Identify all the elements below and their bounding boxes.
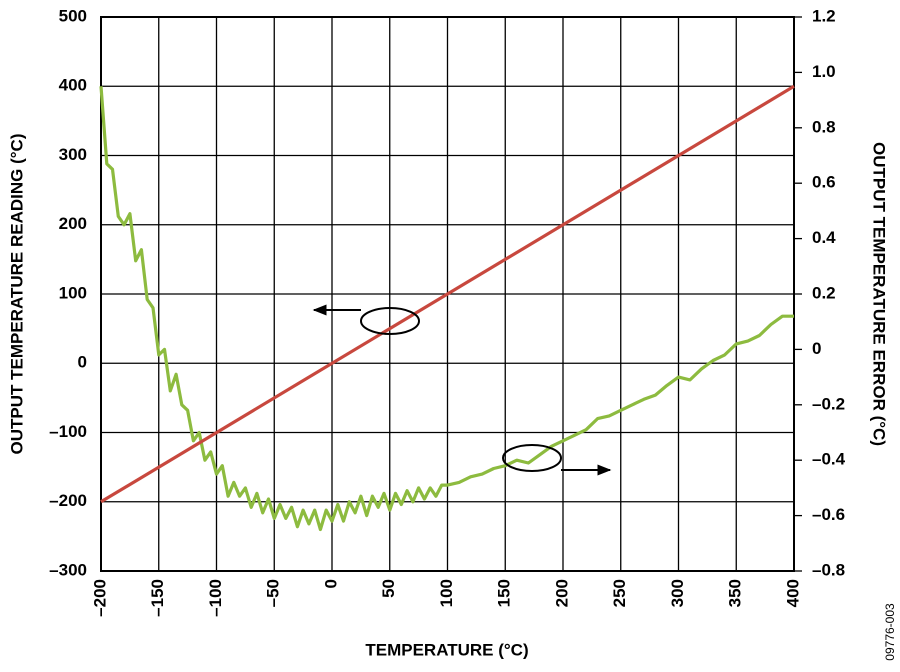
y-tick-label: 0 [78,353,87,372]
series-line [99,86,794,532]
x-tick-label: 0 [321,579,340,588]
y-tick-label: 100 [59,283,87,302]
x-tick-label: –100 [206,579,225,617]
x-tick-label: –200 [90,579,109,617]
callout-ellipse [360,307,420,335]
callouts [312,304,612,476]
x-tick-label: –50 [264,579,283,607]
y-tick-label: –300 [49,560,87,579]
y2-tick-label: 0.2 [812,283,836,302]
y-tick-label: 400 [59,76,87,95]
y-tick-label: 300 [59,145,87,164]
x-tick-label: –150 [148,579,167,617]
callout-ellipse [502,444,562,472]
x-tick-label: 350 [726,579,745,607]
plot-area: –200 –150 –100 –50 0 50 100 150 200 250 300 350 400–… [49,6,845,616]
y2-tick-label: 0.8 [812,117,836,136]
x-tick-label: 100 [437,579,456,607]
x-tick-label: 300 [668,579,687,607]
x-tick-label: 200 [552,579,571,607]
y2-tick-label: 0 [812,339,821,358]
plot-frame [100,16,795,572]
y2-tick-label: 1.0 [812,62,836,81]
figure-code: 09776-003 [883,603,897,661]
y2-axis-label: OUTPUT TEMPERATURE ERROR (°C) [870,142,889,446]
y-tick-label: 500 [59,6,87,25]
x-tick-label: 50 [379,579,398,598]
y-tick-label: –200 [49,491,87,510]
x-axis-label: TEMPERATURE (°C) [365,640,528,659]
y-tick-label: 200 [59,214,87,233]
y-tick-label: –100 [49,422,87,441]
x-tick-label: 250 [610,579,629,607]
y2-tick-label: –0.2 [812,394,845,413]
y2-tick-label: 1.2 [812,6,836,25]
y2-tick-label: –0.8 [812,560,845,579]
y2-tick-label: –0.6 [812,505,845,524]
x-tick-label: 400 [783,579,802,607]
x-tick-label: 150 [495,579,514,607]
y-axis-label: OUTPUT TEMPERATURE READING (°C) [7,134,26,455]
y2-tick-label: 0.6 [812,173,836,192]
y2-tick-label: –0.4 [812,450,846,469]
y2-tick-label: 0.4 [812,228,836,247]
series-line [100,84,795,504]
